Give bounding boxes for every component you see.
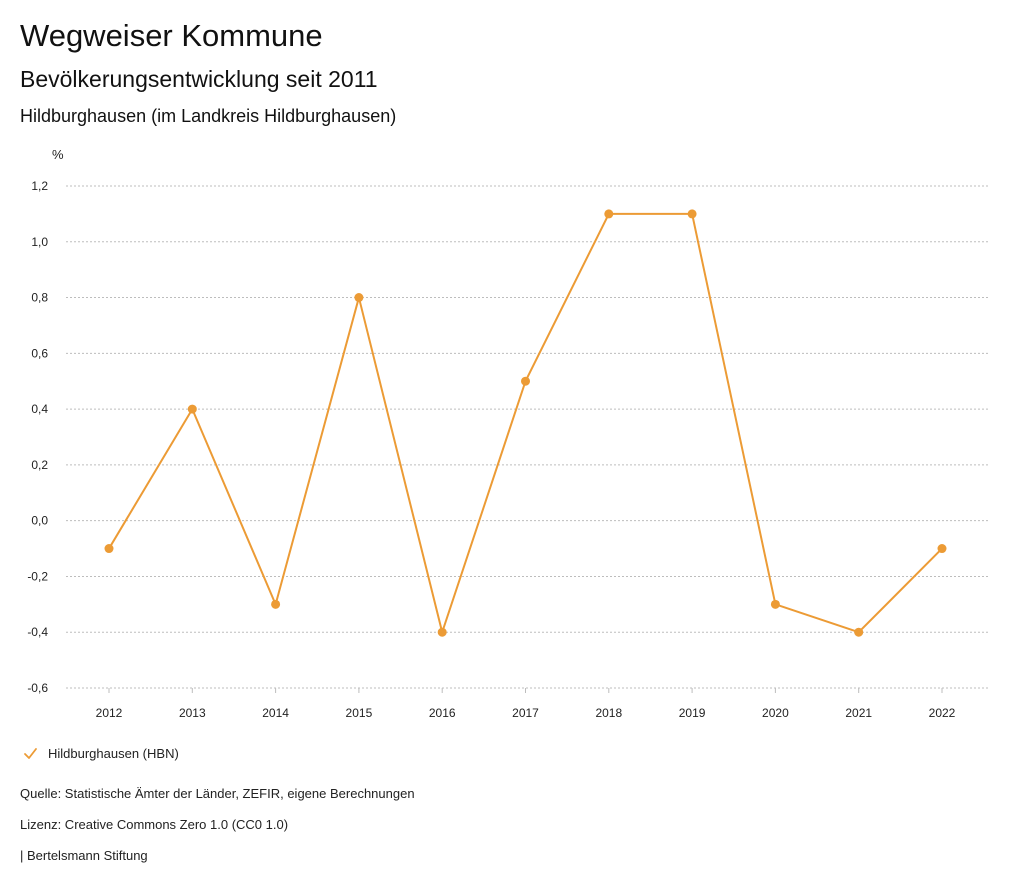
data-point	[104, 544, 114, 554]
checkmark-icon	[24, 748, 37, 759]
y-tick-label: -0,2	[27, 569, 48, 583]
x-tick-label: 2014	[262, 706, 289, 720]
region-label: Hildburghausen (im Landkreis Hildburghau…	[20, 106, 397, 126]
data-point	[437, 627, 447, 637]
series-line	[108, 212, 943, 634]
y-tick-label: -0,4	[27, 625, 48, 639]
data-point	[521, 376, 530, 386]
data-point	[187, 404, 197, 414]
y-tick-label: 1,0	[31, 235, 48, 249]
line-chart: % 1,2 1,0 0,8 0,6 0,4 0,2 0,0 -0,2 -0,4 -0,6 2012 20…	[27, 147, 990, 720]
page-title: Wegweiser Kommune	[20, 18, 323, 53]
source-note: Quelle: Statistische Ämter der Länder, Z…	[20, 786, 415, 801]
x-tick-label: 2013	[179, 706, 206, 720]
x-tick-label: 2021	[845, 706, 872, 720]
x-tick-label: 2022	[929, 706, 956, 720]
chart-legend[interactable]: Hildburghausen (HBN)	[20, 744, 179, 764]
y-tick-label: 1,2	[31, 179, 48, 193]
x-tick-label: 2018	[595, 706, 622, 720]
data-point	[604, 209, 614, 219]
x-tick-label: 2015	[346, 706, 373, 720]
x-tick-label: 2016	[429, 706, 456, 720]
y-tick-label: 0,8	[31, 291, 48, 305]
license-note: Lizenz: Creative Commons Zero 1.0 (CC0 1…	[20, 817, 289, 832]
brand-note: | Bertelsmann Stiftung	[20, 848, 148, 863]
chart-subtitle: Bevölkerungsentwicklung seit 2011	[20, 66, 378, 92]
y-tick-label: 0,2	[31, 458, 48, 472]
data-point	[354, 293, 364, 303]
y-tick-label: -0,6	[27, 681, 48, 695]
y-tick-label: 0,0	[31, 514, 48, 528]
data-point	[687, 209, 697, 219]
data-point	[271, 599, 281, 609]
x-tick-label: 2020	[762, 706, 789, 720]
x-tick-label: 2017	[512, 706, 539, 720]
data-point	[770, 599, 780, 609]
y-tick-label: 0,6	[31, 346, 48, 360]
x-tick-label: 2012	[96, 706, 123, 720]
legend-label: Hildburghausen (HBN)	[48, 746, 179, 761]
x-tick-label: 2019	[679, 706, 706, 720]
data-point	[854, 627, 864, 637]
data-point	[937, 544, 947, 554]
y-axis-unit: %	[52, 147, 64, 162]
y-tick-label: 0,4	[31, 402, 48, 416]
